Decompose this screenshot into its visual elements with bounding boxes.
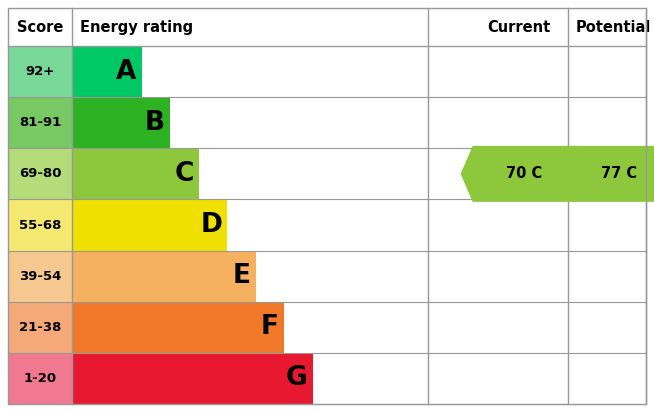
Text: D: D (200, 212, 222, 238)
Text: C: C (174, 161, 194, 187)
Text: E: E (233, 263, 250, 289)
Text: 69-80: 69-80 (19, 167, 61, 180)
Text: Energy rating: Energy rating (80, 19, 193, 35)
Text: Current: Current (487, 19, 550, 35)
Text: Potential: Potential (576, 19, 651, 35)
Polygon shape (460, 146, 577, 202)
Bar (8, 97, 72, 148)
Text: A: A (116, 59, 137, 84)
Text: 70 C: 70 C (506, 166, 543, 181)
Bar (8, 302, 72, 353)
Bar (72, 353, 313, 404)
Text: 92+: 92+ (26, 65, 55, 78)
Bar (72, 250, 256, 302)
Bar (8, 148, 72, 199)
Bar (72, 199, 227, 250)
Text: Score: Score (17, 19, 63, 35)
Bar (72, 148, 199, 199)
Text: 1-20: 1-20 (24, 372, 57, 385)
Bar (8, 46, 72, 97)
Text: F: F (261, 314, 279, 340)
Text: G: G (286, 365, 307, 391)
Bar (8, 199, 72, 250)
Text: B: B (145, 110, 165, 136)
Bar (8, 353, 72, 404)
Text: 81-91: 81-91 (19, 116, 61, 129)
Bar (72, 46, 141, 97)
Text: 77 C: 77 C (602, 166, 638, 181)
Text: 21-38: 21-38 (19, 321, 61, 334)
Bar (72, 302, 284, 353)
Text: 55-68: 55-68 (19, 218, 61, 232)
Bar (8, 250, 72, 302)
Text: 39-54: 39-54 (19, 269, 61, 283)
Bar (72, 97, 170, 148)
Polygon shape (555, 146, 654, 202)
